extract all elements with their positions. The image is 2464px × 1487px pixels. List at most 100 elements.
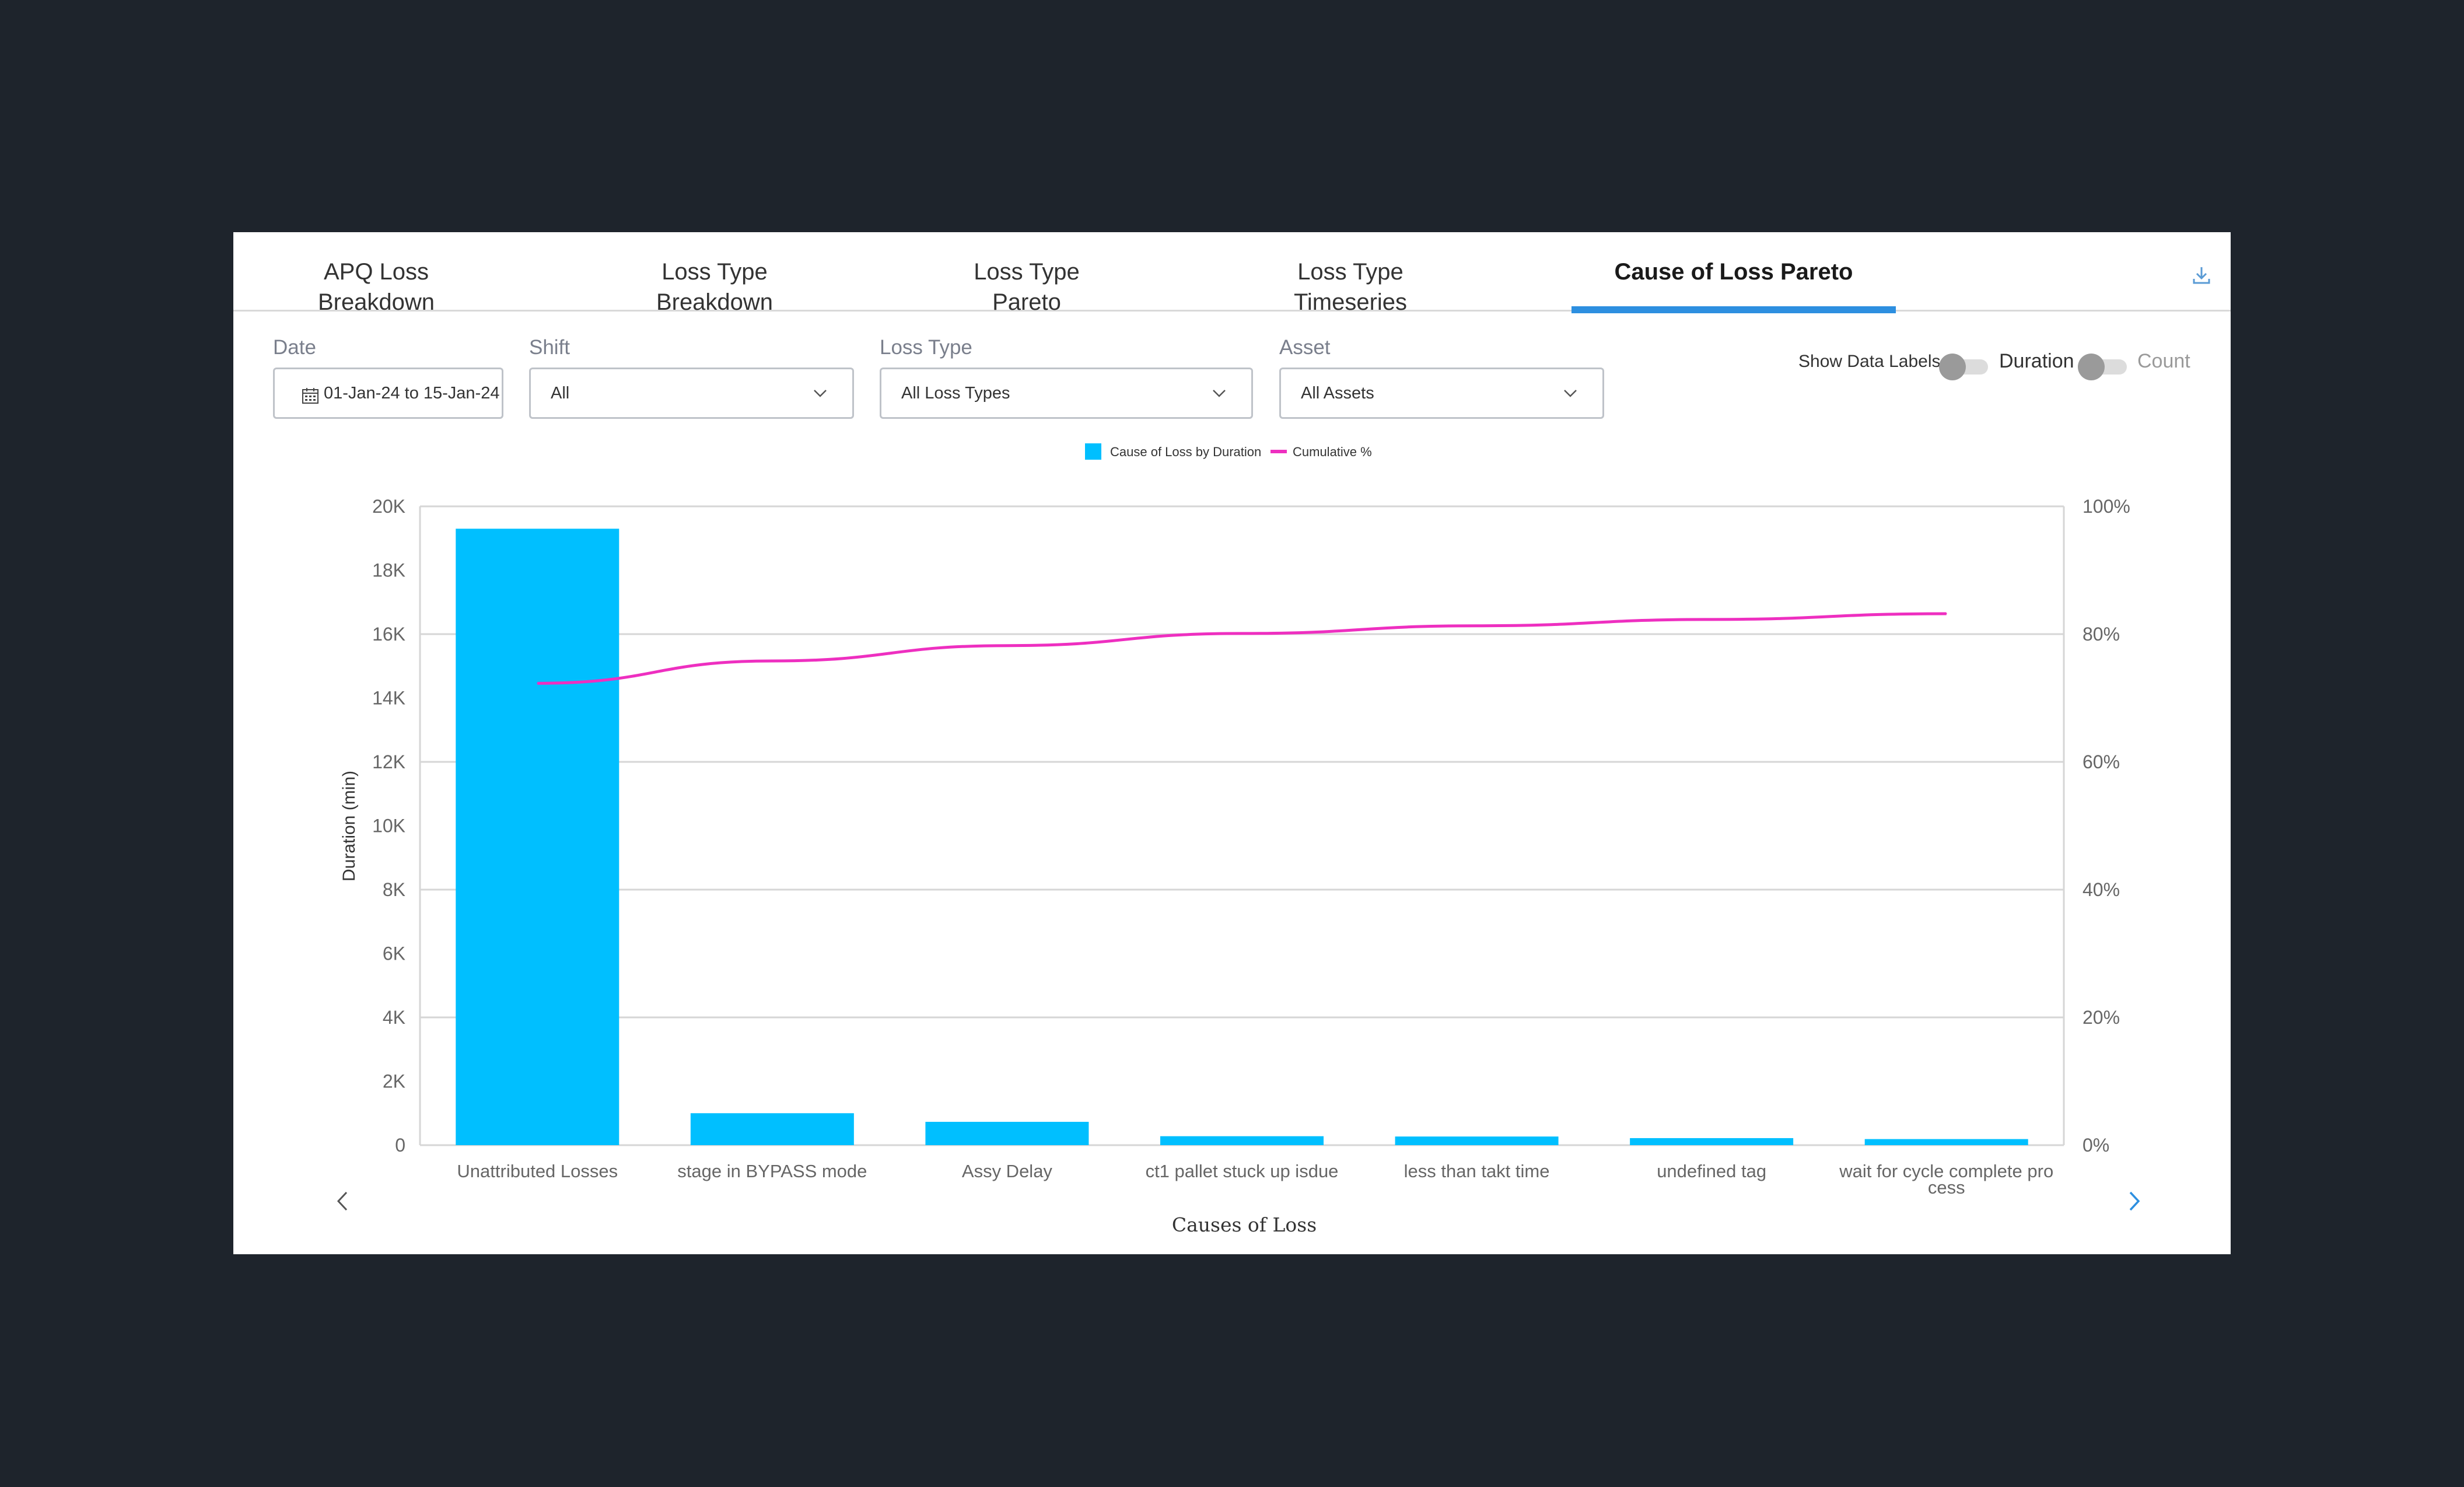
loss-type-label: Loss Type [880,336,972,359]
y-tick-label: 20K [372,496,405,517]
y-tick-label: 18K [372,560,405,581]
loss-type-value: All Loss Types [901,384,1010,403]
next-page-button[interactable] [2122,1188,2146,1215]
x-tick-label: Unattributed Losses [457,1161,618,1181]
y2-tick-label: 100% [2082,496,2130,517]
bar[interactable] [1864,1139,2028,1145]
bar[interactable] [1395,1136,1559,1145]
tab-bar: APQ Loss Breakdown Loss Type Breakdown L… [233,232,2231,315]
y-tick-label: 8K [383,879,405,900]
tab-label: Cause of Loss Pareto [1614,259,1853,285]
y-tick-label: 0 [395,1135,405,1156]
y-tick-label: 10K [372,816,405,837]
chevron-right-icon [2129,1191,2140,1211]
legend-bar-label[interactable]: Cause of Loss by Duration [1110,445,1261,459]
y2-tick-label: 0% [2082,1135,2109,1156]
y-tick-label: 4K [383,1007,405,1028]
legend-bar-swatch[interactable] [1085,443,1101,460]
chart-bars [456,529,2028,1146]
chevron-left-icon [337,1191,348,1211]
download-button[interactable] [2190,264,2213,287]
y2-axis-ticks: 0% 20% 40% 60% 80% 100% [2082,496,2130,1156]
chevron-down-icon [1564,390,1577,397]
y2-tick-label: 20% [2082,1007,2120,1028]
legend-line-label[interactable]: Cumulative % [1293,445,1372,459]
tab-loss-type-breakdown[interactable]: Loss Type Breakdown [627,257,802,315]
x-tick-label: wait for cycle complete pro cess [1839,1161,2053,1198]
line-point[interactable] [1006,645,1008,646]
prev-page-button[interactable] [331,1188,355,1215]
bar[interactable] [1630,1138,1794,1145]
y-tick-label: 16K [372,624,405,645]
x-tick-label: undefined tag [1657,1161,1766,1181]
y-axis-title: Duration (min) [340,771,359,881]
y2-tick-label: 40% [2082,879,2120,900]
x-tick-label-line: Assy Delay [962,1161,1053,1181]
bar[interactable] [1160,1136,1324,1145]
cumulative-line[interactable] [537,612,1947,685]
toggle-knob [1939,354,1966,380]
line-point[interactable] [1476,625,1478,627]
line-point[interactable] [1241,632,1242,634]
x-tick-label: ct1 pallet stuck up isdue [1146,1161,1339,1181]
line-point[interactable] [771,660,773,662]
active-tab-indicator [1572,306,1896,313]
chevron-down-icon [1213,390,1226,397]
tab-label: Loss Type Breakdown [656,259,774,315]
count-label: Count [2137,350,2190,372]
shift-select[interactable]: All [529,368,854,419]
loss-type-select[interactable]: All Loss Types [880,368,1253,419]
pareto-chart: Cause of Loss by Duration Cumulative % 0… [340,443,2130,1236]
toggle-knob [2078,354,2105,380]
x-tick-label-line: cess [1928,1177,1965,1198]
x-tick-label-line: stage in BYPASS mode [677,1161,867,1181]
x-tick-label-line: wait for cycle complete pro [1839,1161,2053,1181]
x-tick-label-line: Unattributed Losses [457,1161,618,1181]
y-axis-ticks: 0 2K 4K 6K 8K 10K 12K 14K 16K 18K 20K [372,496,405,1156]
line-point[interactable] [537,683,538,684]
asset-label: Asset [1279,336,1331,359]
date-label: Date [273,336,316,359]
y-tick-label: 14K [372,688,405,709]
x-tick-label: less than takt time [1404,1161,1550,1181]
y-tick-label: 12K [372,751,405,772]
bar[interactable] [925,1122,1089,1145]
y2-tick-label: 80% [2082,624,2120,645]
bar[interactable] [456,529,620,1146]
line-point[interactable] [1945,613,1947,614]
x-tick-label-line: less than takt time [1404,1161,1550,1181]
tab-loss-type-timeseries[interactable]: Loss Type Timeseries [1293,259,1408,315]
y-tick-label: 2K [383,1071,405,1092]
tab-loss-type-pareto[interactable]: Loss Type Pareto [974,259,1080,315]
show-data-labels-label: Show Data Labels [1798,352,1941,371]
calendar-icon [302,388,318,404]
chart-legend: Cause of Loss by Duration Cumulative % [1085,443,1372,460]
y2-tick-label: 60% [2082,751,2120,772]
x-tick-label: stage in BYPASS mode [677,1161,867,1181]
duration-count-toggle[interactable] [2078,354,2127,380]
download-icon [2193,267,2210,284]
date-range-value: 01-Jan-24 to 15-Jan-24 [324,384,500,403]
chart-panel: APQ Loss Breakdown Loss Type Breakdown L… [233,232,2231,1254]
shift-label: Shift [529,336,570,359]
tab-cause-of-loss-pareto[interactable]: Cause of Loss Pareto [1572,257,1896,313]
cumulative-line-group [537,612,1947,685]
y-tick-label: 6K [383,943,405,964]
chart-grid [419,505,2065,1146]
shift-value: All [551,384,570,403]
tab-apq-loss-breakdown[interactable]: APQ Loss Breakdown [317,259,435,315]
x-tick-label: Assy Delay [962,1161,1053,1181]
date-range-picker[interactable]: 01-Jan-24 to 15-Jan-24 [273,368,503,419]
x-tick-label-line: undefined tag [1657,1161,1766,1181]
asset-select[interactable]: All Assets [1279,368,1604,419]
bar[interactable] [690,1113,854,1145]
x-tick-label-line: ct1 pallet stuck up isdue [1146,1161,1339,1181]
duration-label: Duration [1999,350,2074,372]
line-point[interactable] [1711,618,1713,620]
x-axis-title: Causes of Loss [1172,1213,1317,1236]
asset-value: All Assets [1301,384,1374,403]
x-axis-ticks: Unattributed Losses stage in BYPASS mode A… [457,1161,2053,1198]
chevron-down-icon [814,390,827,397]
show-data-labels-toggle[interactable] [1939,354,1988,380]
legend-line-swatch[interactable] [1270,450,1287,453]
